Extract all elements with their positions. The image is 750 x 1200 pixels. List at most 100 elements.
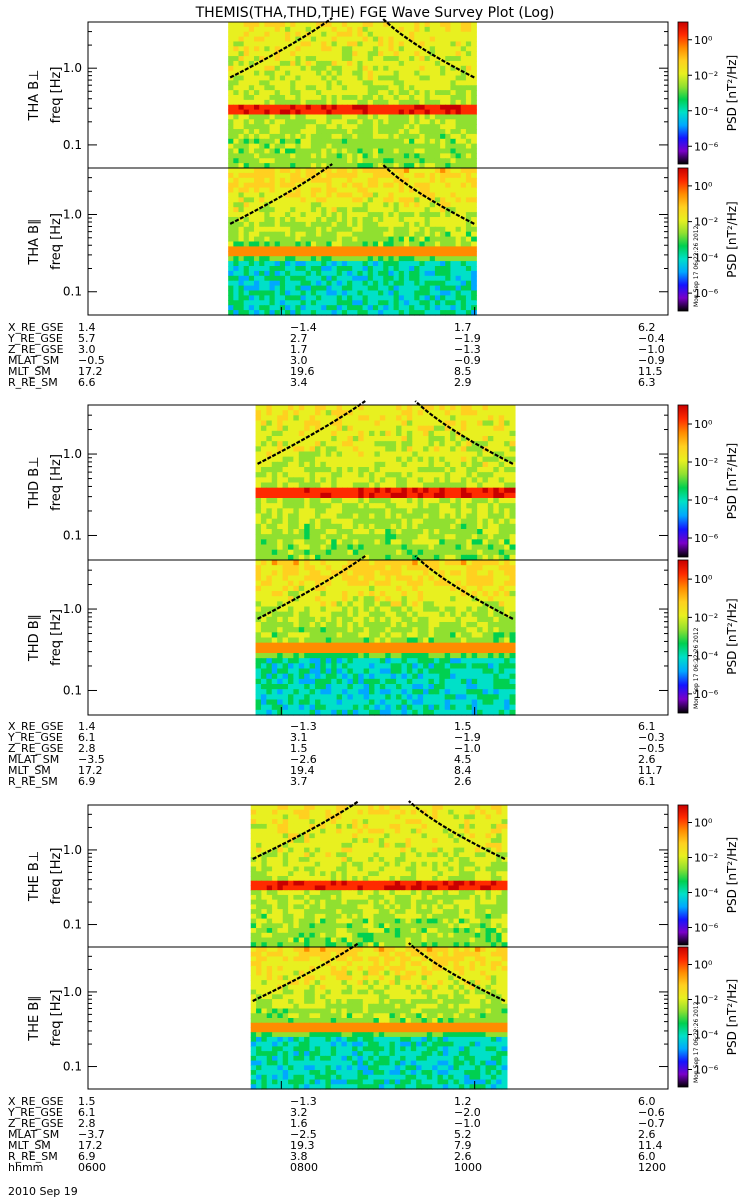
spectrogram-cell [228, 285, 234, 292]
spectrogram-cell [277, 565, 284, 571]
spectrogram-cell [445, 143, 452, 150]
spectrogram-cell [336, 472, 343, 478]
spectrogram-cell [290, 60, 296, 67]
spectrogram-cell [498, 554, 505, 561]
spectrogram-cell [341, 158, 348, 164]
spectrogram-cell [434, 256, 441, 262]
spectrogram-cell [341, 56, 348, 62]
spectrogram-cell [378, 75, 384, 81]
spectrogram-cell [325, 580, 332, 587]
spectrogram-cell [287, 570, 294, 577]
spectrogram-cell [255, 472, 262, 478]
spectrogram-cell [352, 266, 358, 272]
spectrogram-cell [414, 221, 421, 228]
spectrogram-cell [274, 270, 281, 277]
spectrogram-cell [285, 270, 291, 277]
spectrogram-cell [414, 172, 421, 179]
spectrogram-cell [423, 529, 430, 535]
spectrogram-cell [465, 202, 472, 208]
spectrogram-cell [315, 430, 321, 437]
spectrogram-cell [471, 430, 478, 437]
spectrogram-cell [228, 236, 234, 243]
spectrogram-cell [383, 158, 390, 164]
spectrogram-cell [325, 503, 332, 509]
spectrogram-cell [434, 133, 441, 140]
spectrogram-cell [304, 529, 311, 535]
spectrogram-cell [254, 187, 260, 194]
spectrogram-cell [372, 148, 379, 154]
spectrogram-cell [347, 410, 354, 416]
spectrogram-cell [341, 285, 348, 292]
spectrogram-cell [347, 36, 353, 43]
spectrogram-cell [357, 119, 364, 125]
spectrogram-cell [406, 539, 413, 546]
spectrogram-cell [466, 410, 473, 416]
spectrogram-cell [466, 467, 473, 473]
spectrogram-cell [393, 236, 400, 243]
spectrogram-cell [388, 99, 395, 106]
spectrogram-cell [336, 585, 343, 592]
spectrogram-cell [369, 441, 376, 447]
spectrogram-cell [336, 295, 343, 301]
spectrogram-cell [342, 487, 349, 494]
spectrogram-cell [465, 56, 472, 62]
spectrogram-cell [401, 492, 408, 499]
spectrogram-cell [379, 554, 386, 561]
spectrogram-cell [419, 56, 426, 62]
spectrogram-cell [336, 41, 343, 47]
spectrogram-cell [466, 601, 473, 608]
spectrogram-cell [417, 596, 424, 602]
spectrogram-cell [424, 119, 431, 125]
spectrogram-cell [266, 554, 273, 561]
spectrogram-cell [369, 596, 376, 602]
spectrogram-cell [326, 104, 333, 111]
spectrogram-cell [352, 177, 358, 184]
spectrogram-cell [367, 138, 374, 145]
spectrogram-cell [269, 295, 276, 301]
spectrogram-cell [465, 241, 472, 247]
spectrogram-cell [450, 591, 457, 597]
spectrogram-cell [396, 472, 403, 478]
spectrogram-cell [450, 305, 457, 311]
spectrogram-cell [298, 591, 305, 597]
spectrogram-cell [482, 467, 489, 473]
spectrogram-cell [316, 290, 322, 296]
spectrogram-cell [390, 606, 397, 613]
spectrogram-cell [321, 80, 327, 86]
spectrogram-cell [406, 482, 413, 489]
spectrogram-cell [347, 236, 353, 243]
spectrogram-cell [409, 36, 415, 43]
spectrogram-cell [439, 508, 446, 515]
spectrogram-cell [358, 565, 365, 571]
spectrogram-cell [369, 591, 376, 597]
spectrogram-cell [259, 22, 265, 28]
spectrogram-cell [401, 554, 408, 561]
spectrogram-cell [434, 221, 441, 228]
spectrogram-cell [417, 420, 424, 427]
spectrogram-cell [487, 436, 494, 442]
spectrogram-cell [424, 197, 431, 203]
spectrogram-cell [315, 575, 321, 582]
spectrogram-cell [357, 148, 364, 154]
spectrogram-cell [287, 436, 294, 442]
spectrogram-cell [347, 606, 354, 613]
spectrogram-cell [388, 109, 395, 116]
spectrogram-cell [298, 436, 305, 442]
spectrogram-cell [444, 503, 451, 509]
spectrogram-cell [417, 405, 424, 411]
spectrogram-cell [471, 153, 477, 159]
spectrogram-cell [498, 420, 505, 427]
spectrogram-cell [309, 487, 316, 494]
spectrogram-cell [379, 430, 386, 437]
spectrogram-cell [295, 75, 302, 81]
spectrogram-cell [336, 280, 343, 287]
spectrogram-cell [460, 192, 467, 198]
spectrogram-cell [440, 26, 446, 33]
spectrogram-cell [504, 518, 511, 525]
spectrogram-cell [440, 231, 446, 238]
spectrogram-cell [357, 300, 364, 306]
spectrogram-cell [388, 143, 395, 150]
spectrogram-cell [342, 467, 349, 473]
spectrogram-cell [367, 148, 374, 154]
spectrogram-cell [444, 575, 451, 582]
